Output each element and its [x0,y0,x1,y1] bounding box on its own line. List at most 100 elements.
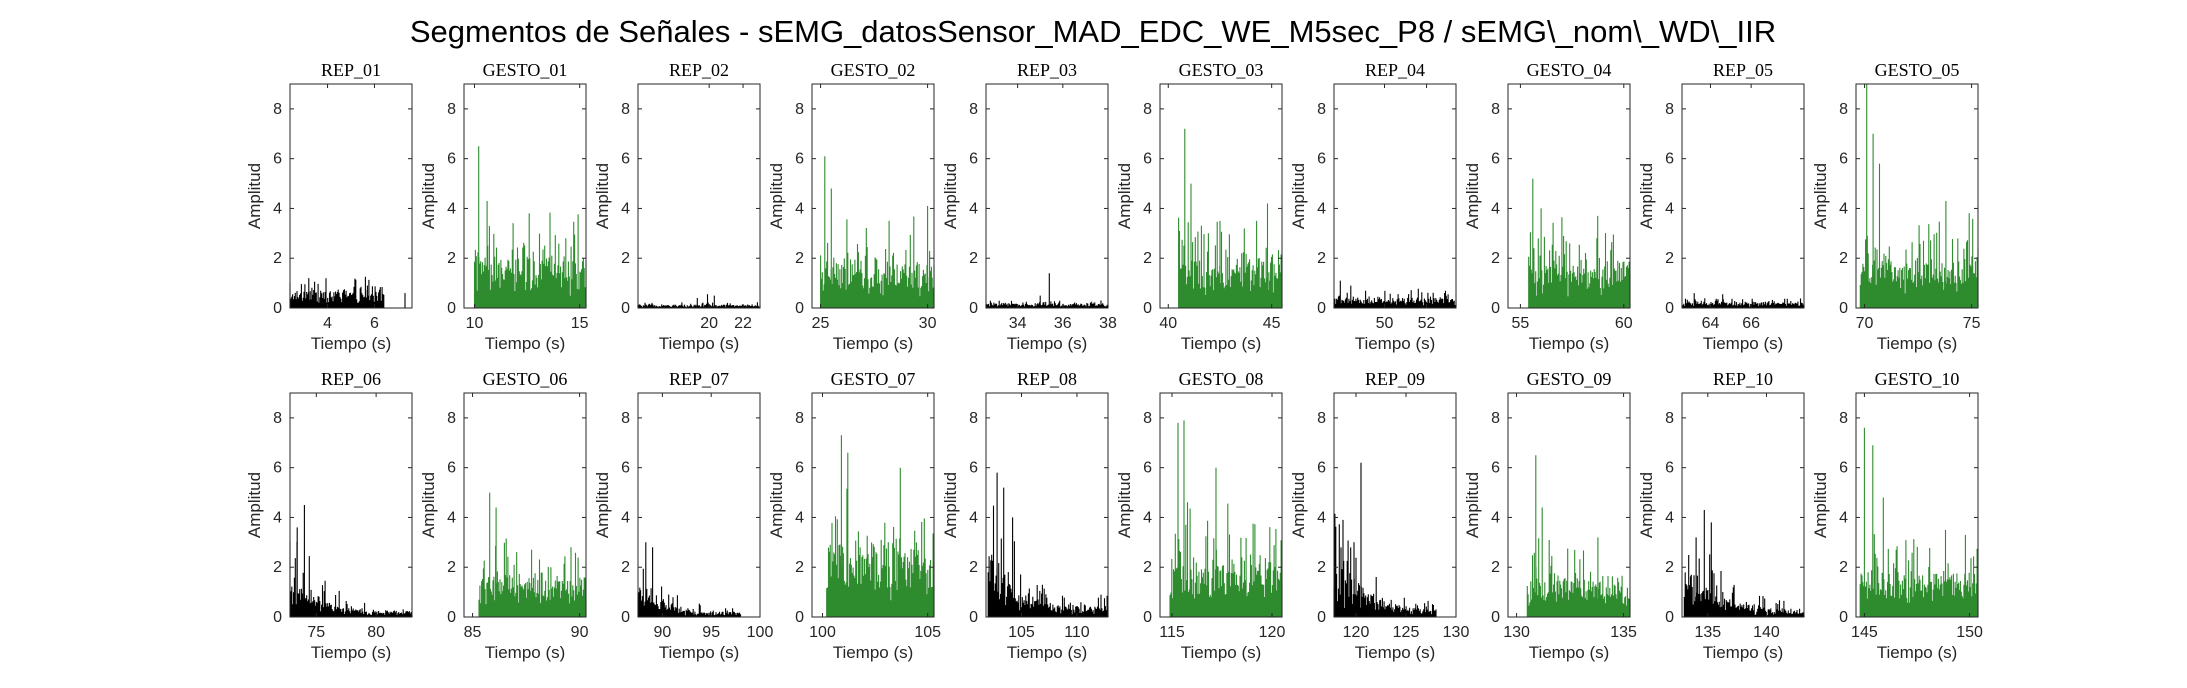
x-tick-label: 105 [914,624,941,641]
y-tick-label: 8 [969,101,978,118]
x-tick-label: 25 [812,315,830,332]
subplot-title: GESTO_02 [831,60,916,80]
y-tick-label: 0 [1665,609,1674,626]
y-tick-label: 8 [1839,410,1848,427]
subplot-title: GESTO_04 [1527,60,1612,80]
y-tick-label: 6 [1665,460,1674,477]
y-tick-label: 0 [447,300,456,317]
x-tick-label: 30 [919,315,937,332]
y-axis-label: Amplitud [1463,163,1482,229]
axes-box [1159,83,1283,309]
y-tick-label: 2 [795,559,804,576]
y-tick-label: 6 [1143,460,1152,477]
y-tick-label: 6 [1491,460,1500,477]
y-tick-label: 8 [1839,101,1848,118]
signal-trace [820,156,935,308]
x-tick-label: 45 [1263,315,1281,332]
signal-trace [987,472,1109,617]
y-tick-label: 6 [1665,151,1674,168]
x-tick-label: 40 [1159,315,1177,332]
y-axis-label: Amplitud [767,163,786,229]
y-tick-label: 4 [1839,509,1848,526]
subplot-rep-02: 0 2 4 6 8 20 22 REP_02 Tiempo (s) Amplitud [593,60,761,353]
signal-trace [1526,455,1631,617]
y-tick-label: 8 [621,101,630,118]
y-tick-label: 2 [969,250,978,267]
y-tick-label: 0 [969,609,978,626]
subplot-title: REP_02 [669,60,729,80]
y-tick-label: 2 [1665,250,1674,267]
x-tick-label: 60 [1615,315,1633,332]
y-axis-label: Amplitud [245,163,264,229]
x-tick-label: 145 [1851,624,1878,641]
x-axis-label: Tiempo (s) [659,334,740,353]
subplot-grid: 0 2 4 6 8 4 6 REP_01 Tiempo (s) Amplitud 0 2 4 6 8 10 15… [245,60,1983,662]
y-axis-label: Amplitud [419,472,438,538]
subplot-title: REP_07 [669,369,729,389]
y-tick-label: 0 [621,300,630,317]
y-tick-label: 8 [447,410,456,427]
subplot-rep-08: 0 2 4 6 8 105 110 REP_08 Tiempo (s) Amplitud [941,369,1109,662]
x-tick-label: 110 [1064,624,1090,641]
y-tick-label: 0 [1839,300,1848,317]
subplot-title: REP_05 [1713,60,1773,80]
x-tick-label: 80 [367,624,385,641]
subplot-rep-04: 0 2 4 6 8 50 52 REP_04 Tiempo (s) Amplitud [1289,60,1457,353]
y-tick-label: 4 [1491,509,1500,526]
x-tick-label: 64 [1702,315,1720,332]
signal-trace [1528,178,1631,308]
y-tick-label: 8 [1317,410,1326,427]
x-axis-label: Tiempo (s) [311,334,392,353]
x-tick-label: 34 [1009,315,1027,332]
axes-box [289,392,413,618]
subplot-title: REP_06 [321,369,381,389]
y-tick-label: 8 [1491,101,1500,118]
y-axis-label: Amplitud [1811,472,1830,538]
x-tick-label: 70 [1856,315,1874,332]
y-tick-label: 2 [1839,559,1848,576]
x-tick-label: 135 [1694,624,1721,641]
y-tick-label: 6 [1317,460,1326,477]
x-axis-label: Tiempo (s) [1877,334,1958,353]
axes-box [1855,392,1979,618]
y-tick-label: 8 [273,410,282,427]
signal-trace [1333,280,1457,308]
x-tick-label: 90 [654,624,672,641]
y-tick-label: 0 [1143,300,1152,317]
y-tick-label: 4 [1143,509,1152,526]
y-tick-label: 8 [447,101,456,118]
y-tick-label: 6 [795,460,804,477]
y-tick-label: 2 [1665,559,1674,576]
signal-trace [1859,84,1979,308]
x-tick-label: 140 [1753,624,1780,641]
y-tick-label: 4 [447,200,456,217]
signal-trace [478,492,587,617]
y-tick-label: 6 [1839,151,1848,168]
y-tick-label: 0 [1839,609,1848,626]
subplot-title: REP_01 [321,60,381,80]
y-tick-label: 0 [1317,300,1326,317]
y-tick-label: 4 [969,200,978,217]
y-axis-label: Amplitud [1637,163,1656,229]
x-tick-label: 100 [747,624,774,641]
x-tick-label: 115 [1159,624,1185,641]
y-tick-label: 8 [1665,101,1674,118]
signal-trace [1683,510,1805,617]
y-tick-label: 8 [1143,410,1152,427]
y-tick-label: 4 [1317,509,1326,526]
subplot-title: REP_08 [1017,369,1077,389]
subplot-rep-09: 0 2 4 6 8 120 125 130 REP_09 Tiempo (s) Amplitud [1289,369,1469,662]
y-tick-label: 8 [1317,101,1326,118]
y-tick-label: 8 [795,101,804,118]
x-axis-label: Tiempo (s) [659,643,740,662]
x-tick-label: 130 [1443,624,1470,641]
y-tick-label: 6 [273,151,282,168]
x-tick-label: 75 [1963,315,1981,332]
x-tick-label: 4 [323,315,332,332]
subplot-gesto-05: 0 2 4 6 8 70 75 GESTO_05 Tiempo (s) Amplitud [1811,60,1981,353]
y-tick-label: 2 [1143,250,1152,267]
signal-trace [985,273,1109,308]
y-tick-label: 2 [1317,250,1326,267]
subplot-title: REP_03 [1017,60,1077,80]
subplot-title: GESTO_03 [1179,60,1264,80]
